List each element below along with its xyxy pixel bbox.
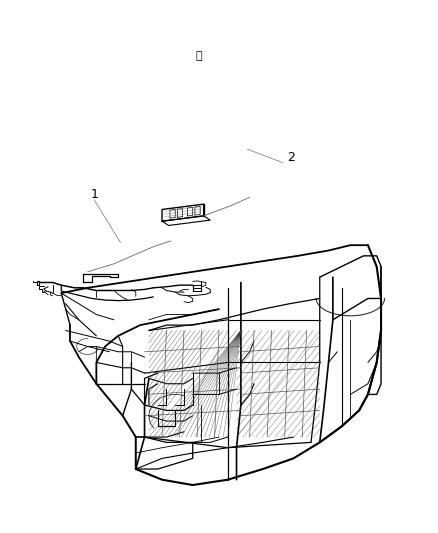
Text: 2: 2 <box>287 151 295 164</box>
Text: 1: 1 <box>90 188 98 201</box>
Text: 𝘖: 𝘖 <box>196 51 203 61</box>
